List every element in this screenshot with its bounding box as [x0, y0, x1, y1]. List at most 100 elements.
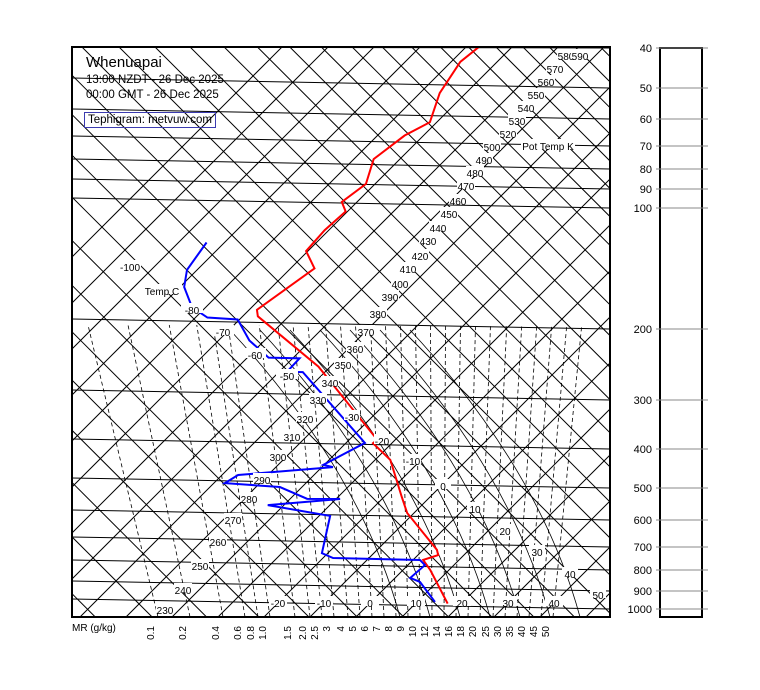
isentrope-line	[495, 47, 610, 162]
isotherm-label: 10	[410, 599, 422, 610]
isobar-line	[72, 158, 610, 170]
pot-temp-label: 430	[420, 237, 437, 248]
label-background	[453, 596, 471, 606]
mixing-ratio-line	[196, 324, 246, 617]
isotherm-label: 30	[502, 599, 514, 610]
mixing-ratio-label: 3	[322, 626, 333, 632]
label-background	[467, 502, 483, 512]
isentrope-line	[72, 154, 535, 617]
label-background	[449, 194, 467, 204]
isotherm-label: -60	[248, 351, 263, 362]
label-background	[419, 234, 437, 244]
grid-labels: 2302402502602702802903003103203303403503…	[119, 49, 606, 640]
label-background	[517, 101, 535, 111]
mixing-ratio-line	[516, 324, 538, 617]
isotherm-line	[79, 86, 610, 617]
label-background	[269, 450, 287, 460]
mixing-ratio-label: 50	[541, 626, 552, 638]
pot-temp-label: 420	[412, 252, 429, 263]
isotherm-label: -20	[375, 437, 390, 448]
isotherm-line	[72, 47, 467, 442]
label-background	[346, 342, 364, 352]
side-panel	[659, 47, 703, 618]
label-background	[296, 412, 314, 422]
label-background	[546, 62, 564, 72]
pot-temp-label: 530	[509, 117, 526, 128]
isentrope-line	[72, 114, 575, 617]
mixing-ratio-label: 14	[432, 626, 443, 638]
pressure-tick-label: 600	[634, 515, 652, 527]
mixing-ratio-axis-label: MR (g/kg)	[72, 623, 116, 634]
isotherm-line	[355, 362, 610, 617]
pot-temp-label: 500	[484, 143, 501, 154]
mixing-ratio-line	[467, 324, 476, 617]
isotherm-label: -20	[271, 599, 286, 610]
label-background	[562, 567, 578, 577]
isobar-line	[72, 559, 610, 571]
label-background	[508, 114, 526, 124]
isotherm-line	[217, 224, 610, 617]
isotherm-label: -30	[345, 413, 360, 424]
label-background	[283, 430, 301, 440]
mixing-ratio-label: 10	[408, 626, 419, 638]
mixing-ratio-line	[370, 324, 385, 617]
pot-temp-label: 320	[297, 415, 314, 426]
pot-temp-label: 400	[392, 280, 409, 291]
label-background	[174, 583, 192, 593]
pot-temp-label: 340	[322, 379, 339, 390]
label-background	[142, 284, 182, 294]
isentrope-line	[223, 47, 610, 434]
label-background	[212, 325, 234, 335]
pressure-tick-label: 200	[634, 324, 652, 336]
isentrope-line	[411, 47, 610, 246]
isotherm-line	[72, 47, 375, 350]
isotherm-label: 50	[592, 591, 604, 602]
isobar-line	[72, 77, 610, 89]
label-background	[209, 535, 227, 545]
pot-temp-label: 330	[310, 396, 327, 407]
label-background	[521, 139, 575, 149]
saturated-adiabat-line	[349, 329, 521, 617]
label-background	[440, 207, 458, 217]
pot-temp-label: 590	[572, 52, 589, 63]
label-background	[435, 479, 451, 489]
label-background	[429, 221, 447, 231]
pot-temp-label: 240	[175, 586, 192, 597]
label-background	[119, 260, 141, 270]
pot-temp-label: 520	[500, 130, 517, 141]
pot-temp-label: 490	[476, 156, 493, 167]
mixing-ratio-line	[87, 324, 159, 617]
pressure-tick-label: 800	[634, 565, 652, 577]
mixing-ratio-label: 1.5	[283, 626, 294, 640]
profiles	[183, 47, 480, 605]
label-background	[191, 559, 209, 569]
pressure-tick-label: 80	[640, 164, 652, 176]
label-background	[399, 262, 417, 272]
label-background	[527, 88, 545, 98]
pot-temp-label: 580	[558, 52, 575, 63]
credit-link[interactable]: Tephigram: metvuw.com	[84, 112, 216, 128]
label-background	[499, 596, 517, 606]
pot-temp-label: 370	[358, 328, 375, 339]
isotherm-label: 0	[367, 599, 373, 610]
pressure-tick-label: 100	[634, 203, 652, 215]
station-title: Whenuapai	[86, 54, 162, 71]
pot-temp-label: 310	[284, 433, 301, 444]
mixing-ratio-label: 7	[372, 626, 383, 632]
saturated-adiabat-line	[319, 329, 491, 617]
isentrope-line	[321, 47, 610, 336]
pot-temp-label: 560	[538, 78, 555, 89]
gmt-time: 00:00 GMT - 26 Dec 2025	[86, 89, 219, 101]
isentrope-line	[72, 240, 449, 617]
isotherm-axis-label: Temp C	[145, 287, 179, 298]
mixing-ratio-line	[212, 324, 259, 617]
mixing-ratio-label: 5	[348, 626, 359, 632]
pressure-axis: 40 50 60 70 80 90 100 200 300 400 500 600 700 800 900 1…	[628, 43, 708, 616]
isotherm-line	[72, 47, 329, 304]
isentrope-line	[72, 74, 610, 614]
mixing-ratio-label: 0.1	[146, 626, 157, 640]
mixing-ratio-label: 18	[456, 626, 467, 638]
isentrope-line	[81, 47, 610, 576]
label-background	[276, 369, 298, 379]
isotherm-label: -80	[185, 306, 200, 317]
